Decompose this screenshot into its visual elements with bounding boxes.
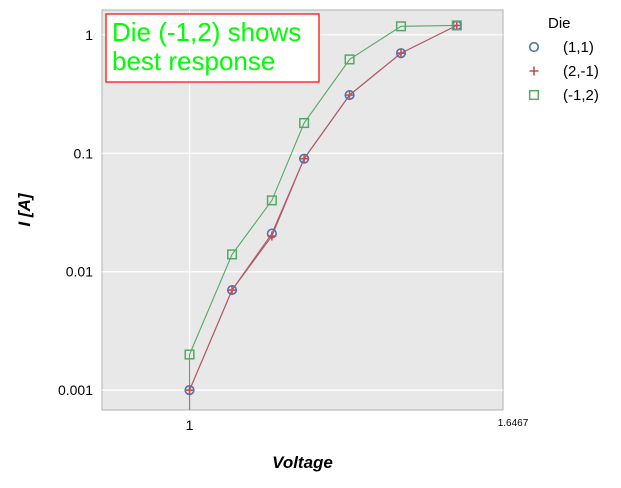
data-point-series-3: [184, 349, 195, 360]
legend-title: Die: [548, 15, 571, 32]
legend-label-3: (-1,2): [563, 87, 599, 104]
y-axis-title: I [A]: [15, 192, 34, 226]
data-point-series-3: [451, 20, 462, 31]
series-line-2: [188, 24, 458, 410]
legend-label-1: (1,1): [563, 39, 594, 56]
data-point-series-3: [266, 195, 277, 206]
annotation-line-2: best response: [112, 46, 275, 76]
legend-label-2: (2,-1): [563, 63, 599, 80]
data-point-series-2: [267, 231, 277, 241]
tick-labels: 0.001 0.01 0.1 1 1 1.6467: [58, 27, 529, 433]
legend-marker-2: [529, 66, 539, 76]
data-point-series-2: [396, 48, 406, 58]
data-point-series-3: [395, 21, 407, 32]
data-point-series-3: [299, 117, 310, 129]
series-lines: [188, 24, 458, 410]
data-point-series-2: [185, 385, 195, 395]
y-tick-label: 0.01: [66, 264, 93, 280]
y-tick-label: 1: [85, 27, 93, 43]
annotation-line-1: Die (-1,2) shows: [112, 17, 301, 47]
legend-marker-3: [528, 89, 540, 101]
data-point-series-2: [452, 20, 462, 30]
annotation-box: Die (-1,2) shows best response: [105, 13, 320, 83]
x-axis-title: Voltage: [272, 453, 333, 472]
series-line-3: [188, 24, 457, 410]
data-point-series-2: [345, 90, 355, 100]
legend: Die (1,1) (2,-1) (-1,2): [528, 15, 599, 104]
y-tick-label: 0.1: [74, 145, 94, 161]
data-point-series-3: [344, 54, 355, 65]
series-markers: [184, 20, 462, 396]
x-tick-label-extra: 1.6467: [498, 418, 529, 429]
annotation-border: [105, 13, 320, 83]
data-point-series-2: [227, 285, 237, 295]
data-point-series-3: [226, 249, 238, 260]
x-tick-label: 1: [186, 417, 194, 433]
data-point-series-2: [299, 154, 309, 164]
legend-items: (1,1) (2,-1) (-1,2): [528, 39, 599, 104]
legend-marker-1: [528, 41, 540, 53]
y-tick-label: 0.001: [58, 382, 93, 398]
